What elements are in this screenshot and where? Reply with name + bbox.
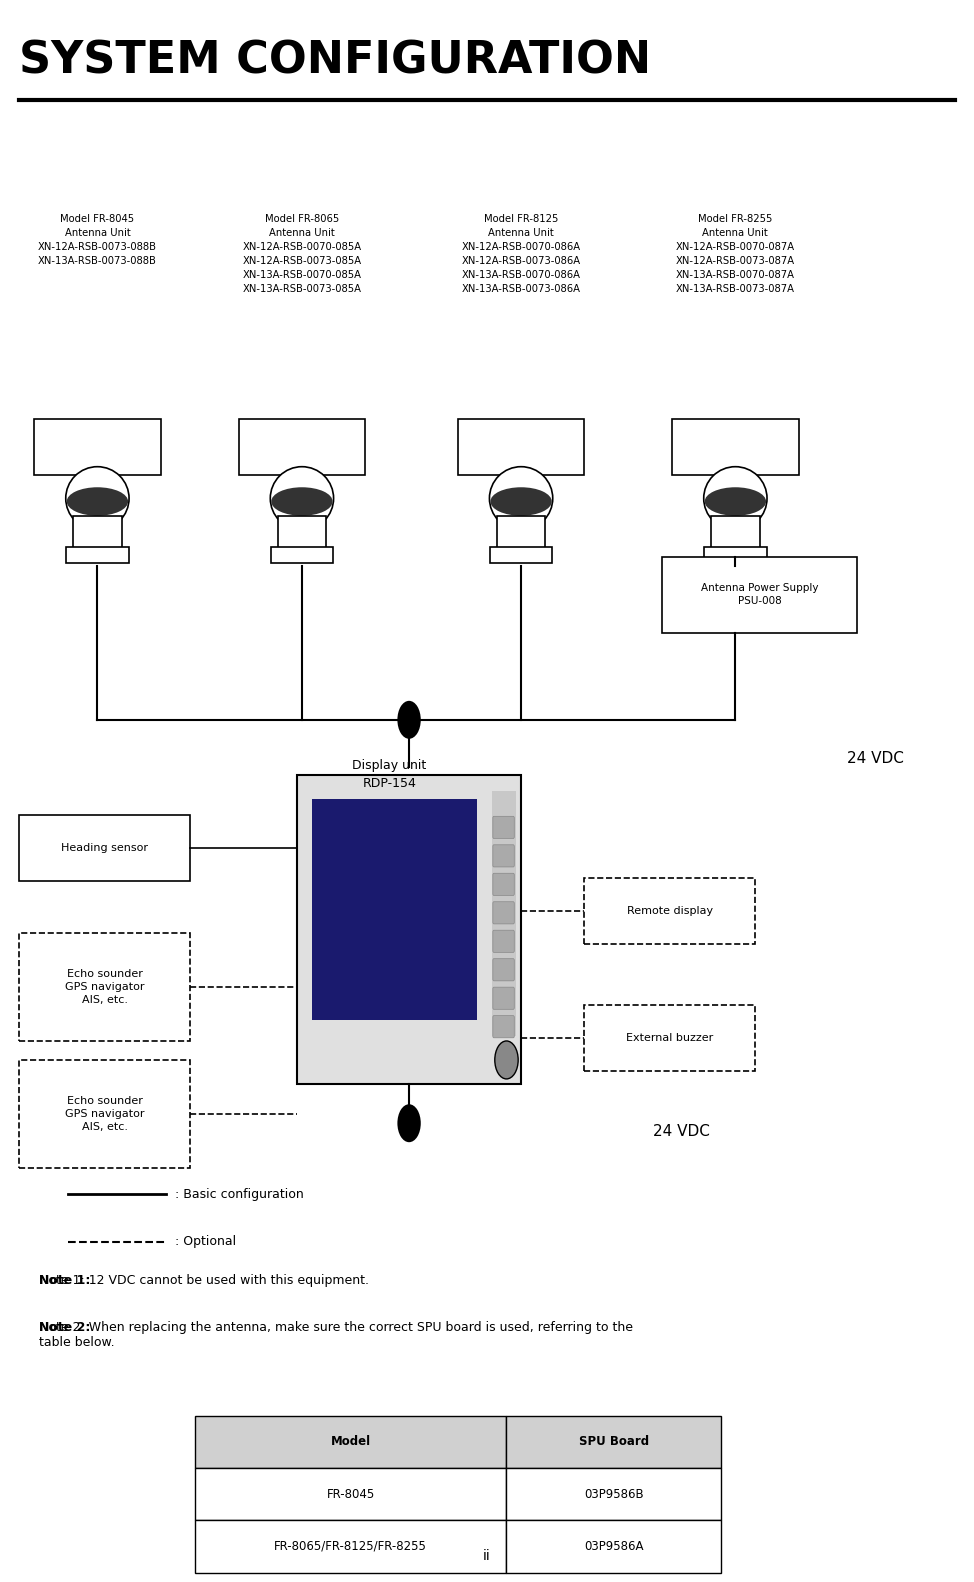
Circle shape xyxy=(397,701,421,739)
Text: Note 2: When replacing the antenna, make sure the correct SPU board is used, ref: Note 2: When replacing the antenna, make… xyxy=(39,1321,633,1349)
FancyBboxPatch shape xyxy=(704,547,767,563)
FancyBboxPatch shape xyxy=(493,845,514,867)
Ellipse shape xyxy=(270,467,333,530)
Text: SPU Board: SPU Board xyxy=(579,1435,649,1449)
Text: External buzzer: External buzzer xyxy=(626,1033,713,1043)
Text: Note 1:: Note 1: xyxy=(39,1274,91,1286)
Text: 24 VDC: 24 VDC xyxy=(653,1123,709,1139)
FancyBboxPatch shape xyxy=(493,816,514,838)
Ellipse shape xyxy=(705,487,767,516)
FancyBboxPatch shape xyxy=(19,815,190,881)
FancyBboxPatch shape xyxy=(297,775,521,1084)
Text: 24 VDC: 24 VDC xyxy=(847,751,904,766)
Text: Model FR-8045
Antenna Unit
XN-12A-RSB-0073-088B
XN-13A-RSB-0073-088B: Model FR-8045 Antenna Unit XN-12A-RSB-00… xyxy=(38,214,157,266)
Text: Remote display: Remote display xyxy=(626,906,713,916)
FancyBboxPatch shape xyxy=(458,419,584,475)
FancyBboxPatch shape xyxy=(195,1416,506,1468)
Text: Echo sounder
GPS navigator
AIS, etc.: Echo sounder GPS navigator AIS, etc. xyxy=(65,968,144,1006)
FancyBboxPatch shape xyxy=(497,516,545,551)
FancyBboxPatch shape xyxy=(493,987,514,1009)
FancyBboxPatch shape xyxy=(672,419,799,475)
Text: ii: ii xyxy=(483,1549,491,1563)
Circle shape xyxy=(397,1104,421,1142)
FancyBboxPatch shape xyxy=(34,419,161,475)
FancyBboxPatch shape xyxy=(66,547,129,563)
Ellipse shape xyxy=(491,487,552,516)
Text: Model FR-8065
Antenna Unit
XN-12A-RSB-0070-085A
XN-12A-RSB-0073-085A
XN-13A-RSB-: Model FR-8065 Antenna Unit XN-12A-RSB-00… xyxy=(243,214,361,294)
Text: 03P9586A: 03P9586A xyxy=(583,1539,644,1554)
FancyBboxPatch shape xyxy=(493,902,514,924)
Ellipse shape xyxy=(66,467,129,530)
Ellipse shape xyxy=(66,487,129,516)
Text: : Basic configuration: : Basic configuration xyxy=(175,1188,304,1201)
Ellipse shape xyxy=(490,467,553,530)
FancyBboxPatch shape xyxy=(662,557,857,633)
Ellipse shape xyxy=(271,487,332,516)
FancyBboxPatch shape xyxy=(493,959,514,981)
FancyBboxPatch shape xyxy=(506,1416,721,1468)
Text: 03P9586B: 03P9586B xyxy=(583,1487,644,1501)
Text: FR-8065/FR-8125/FR-8255: FR-8065/FR-8125/FR-8255 xyxy=(275,1539,427,1554)
FancyBboxPatch shape xyxy=(584,1005,755,1071)
Text: Note 1: 12 VDC cannot be used with this equipment.: Note 1: 12 VDC cannot be used with this … xyxy=(39,1274,369,1286)
FancyBboxPatch shape xyxy=(73,516,122,551)
Text: Model FR-8255
Antenna Unit
XN-12A-RSB-0070-087A
XN-12A-RSB-0073-087A
XN-13A-RSB-: Model FR-8255 Antenna Unit XN-12A-RSB-00… xyxy=(676,214,795,294)
FancyBboxPatch shape xyxy=(195,1468,506,1520)
FancyBboxPatch shape xyxy=(492,791,516,1036)
Text: Model: Model xyxy=(330,1435,371,1449)
Text: Model FR-8125
Antenna Unit
XN-12A-RSB-0070-086A
XN-12A-RSB-0073-086A
XN-13A-RSB-: Model FR-8125 Antenna Unit XN-12A-RSB-00… xyxy=(462,214,581,294)
FancyBboxPatch shape xyxy=(19,933,190,1041)
FancyBboxPatch shape xyxy=(195,1520,506,1573)
Ellipse shape xyxy=(703,467,768,530)
Text: Echo sounder
GPS navigator
AIS, etc.: Echo sounder GPS navigator AIS, etc. xyxy=(65,1095,144,1133)
FancyBboxPatch shape xyxy=(19,1060,190,1168)
Text: SYSTEM CONFIGURATION: SYSTEM CONFIGURATION xyxy=(19,40,652,82)
FancyBboxPatch shape xyxy=(493,1016,514,1038)
FancyBboxPatch shape xyxy=(493,873,514,895)
Text: FR-8045: FR-8045 xyxy=(326,1487,375,1501)
FancyBboxPatch shape xyxy=(493,930,514,952)
Text: Note 2:: Note 2: xyxy=(39,1321,91,1334)
FancyBboxPatch shape xyxy=(711,516,760,551)
FancyBboxPatch shape xyxy=(584,878,755,944)
FancyBboxPatch shape xyxy=(271,547,333,563)
Text: Heading sensor: Heading sensor xyxy=(61,843,148,853)
Text: Antenna Power Supply
PSU-008: Antenna Power Supply PSU-008 xyxy=(701,584,818,606)
FancyBboxPatch shape xyxy=(312,799,477,1020)
Circle shape xyxy=(495,1041,518,1079)
FancyBboxPatch shape xyxy=(490,547,552,563)
FancyBboxPatch shape xyxy=(506,1520,721,1573)
FancyBboxPatch shape xyxy=(278,516,326,551)
FancyBboxPatch shape xyxy=(506,1468,721,1520)
FancyBboxPatch shape xyxy=(239,419,365,475)
Text: : Optional: : Optional xyxy=(175,1236,237,1248)
Text: Display unit
RDP-154: Display unit RDP-154 xyxy=(353,759,427,791)
